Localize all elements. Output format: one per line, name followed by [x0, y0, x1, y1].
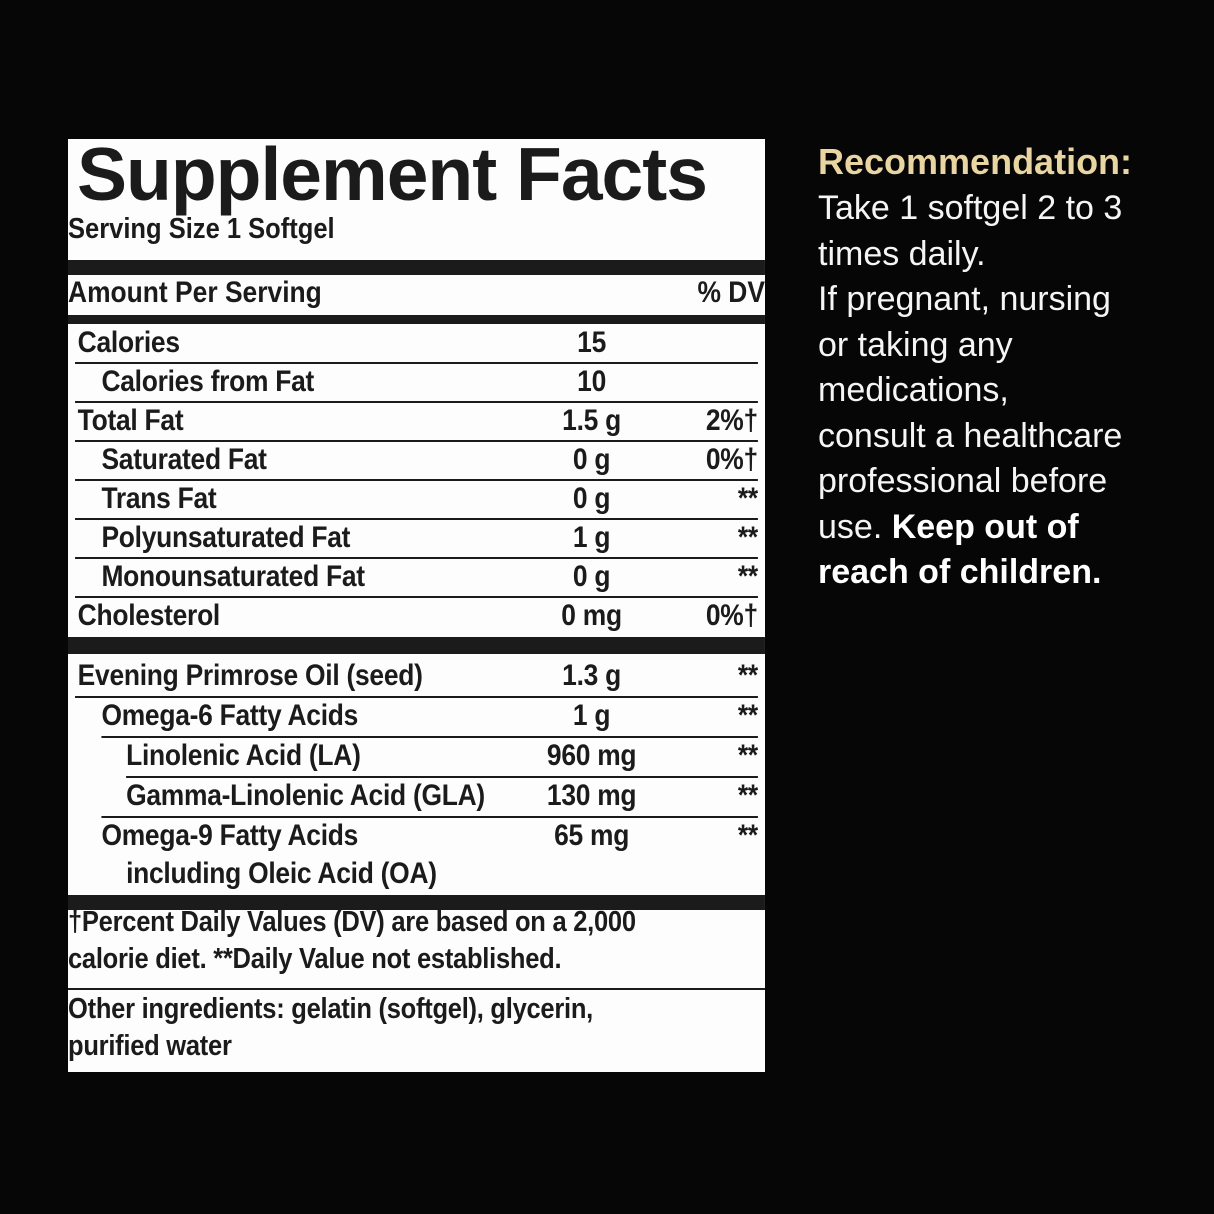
- nutrient-label: Cholesterol: [77, 599, 221, 632]
- ingredient-rows: Evening Primrose Oil (seed) 1.3 g ** Ome…: [68, 656, 765, 894]
- nutrient-label: Omega-6 Fatty Acids: [101, 699, 359, 732]
- nutrient-label: Monounsaturated Fat: [101, 560, 365, 593]
- nutrient-label: Linolenic Acid (LA): [126, 739, 361, 772]
- nutrient-label: Calories from Fat: [101, 365, 315, 398]
- recommendation-heading: Recommendation:: [818, 141, 1133, 182]
- nutrient-amount: 0 g: [572, 560, 611, 593]
- table-row: Saturated Fat 0 g 0%†: [68, 440, 765, 479]
- daily-value-footnote: †Percent Daily Values (DV) are based on …: [68, 906, 636, 975]
- recommendation-text: Take 1 softgel 2 to 3 times daily. If pr…: [818, 189, 1123, 546]
- recommendation-body: Take 1 softgel 2 to 3 times daily. If pr…: [818, 186, 1198, 596]
- nutrient-dv: **: [737, 521, 758, 554]
- table-row: Linolenic Acid (LA) 960 mg **: [68, 736, 765, 776]
- percent-dv-header: % DV: [697, 276, 765, 309]
- nutrient-dv: 0%†: [705, 443, 758, 476]
- nutrient-dv: **: [737, 819, 758, 852]
- nutrient-amount: 1 g: [572, 699, 611, 732]
- other-ingredients: Other ingredients: gelatin (softgel), gl…: [68, 993, 594, 1062]
- nutrient-label: Evening Primrose Oil (seed): [77, 659, 423, 692]
- nutrient-amount: 15: [577, 326, 607, 359]
- nutrient-dv: 0%†: [705, 599, 758, 632]
- nutrient-label: Omega-9 Fatty Acids: [101, 819, 359, 852]
- divider-bar-thick: [68, 637, 765, 654]
- table-row: Omega-6 Fatty Acids 1 g **: [68, 696, 765, 736]
- nutrient-dv: **: [737, 659, 758, 692]
- nutrient-amount: 1.3 g: [562, 659, 622, 692]
- nutrient-amount: 0 mg: [561, 599, 622, 632]
- nutrient-dv: **: [737, 482, 758, 515]
- nutrient-amount: 10: [577, 365, 607, 398]
- supplement-facts-title: Supplement Facts: [77, 132, 708, 216]
- nutrient-label: Trans Fat: [101, 482, 217, 515]
- nutrient-amount: 1.5 g: [562, 404, 622, 437]
- table-header: Amount Per Serving % DV: [68, 277, 765, 309]
- nutrient-amount: 960 mg: [546, 739, 637, 772]
- nutrient-label: Total Fat: [77, 404, 184, 437]
- macro-nutrient-rows: Calories 15 Calories from Fat 10 Total F…: [68, 323, 765, 635]
- divider-bar-thick: [68, 895, 765, 910]
- nutrient-label: Gamma-Linolenic Acid (GLA): [126, 779, 485, 812]
- nutrient-dv: **: [737, 739, 758, 772]
- table-row: Cholesterol 0 mg 0%†: [68, 596, 765, 635]
- nutrient-dv: **: [737, 699, 758, 732]
- nutrient-dv: **: [737, 560, 758, 593]
- recommendation-block: Recommendation: Take 1 softgel 2 to 3 ti…: [818, 138, 1198, 596]
- table-row: Omega-9 Fatty Acids 65 mg ** including O…: [68, 816, 765, 894]
- table-row: Monounsaturated Fat 0 g **: [68, 557, 765, 596]
- table-row: Evening Primrose Oil (seed) 1.3 g **: [68, 656, 765, 696]
- divider-bar-thick: [68, 260, 765, 275]
- nutrient-amount: 0 g: [572, 482, 611, 515]
- table-row: Calories 15: [68, 323, 765, 362]
- nutrient-amount: 65 mg: [554, 819, 630, 852]
- nutrient-label: Polyunsaturated Fat: [101, 521, 351, 554]
- nutrient-label: Saturated Fat: [101, 443, 267, 476]
- divider-bar-medium: [68, 315, 765, 324]
- nutrient-amount: 1 g: [572, 521, 611, 554]
- table-row: Calories from Fat 10: [68, 362, 765, 401]
- nutrient-amount: 130 mg: [546, 779, 637, 812]
- nutrient-amount: 0 g: [572, 443, 611, 476]
- table-row: Total Fat 1.5 g 2%†: [68, 401, 765, 440]
- table-row: Trans Fat 0 g **: [68, 479, 765, 518]
- serving-size: Serving Size 1 Softgel: [68, 213, 335, 245]
- nutrient-sublabel: including Oleic Acid (OA): [126, 857, 437, 890]
- nutrient-dv: 2%†: [705, 404, 758, 437]
- thin-divider: [68, 988, 765, 990]
- keep-out-of-reach-warning: Keep out of reach of children.: [818, 507, 1102, 592]
- table-row: Polyunsaturated Fat 1 g **: [68, 518, 765, 557]
- supplement-facts-panel: Supplement Facts Serving Size 1 Softgel …: [68, 132, 765, 1072]
- table-row: Gamma-Linolenic Acid (GLA) 130 mg **: [68, 776, 765, 816]
- panel-content: Serving Size 1 Softgel Amount Per Servin…: [68, 139, 765, 1072]
- amount-per-serving-header: Amount Per Serving: [68, 276, 322, 309]
- nutrient-label: Calories: [77, 326, 180, 359]
- nutrient-dv: **: [737, 779, 758, 812]
